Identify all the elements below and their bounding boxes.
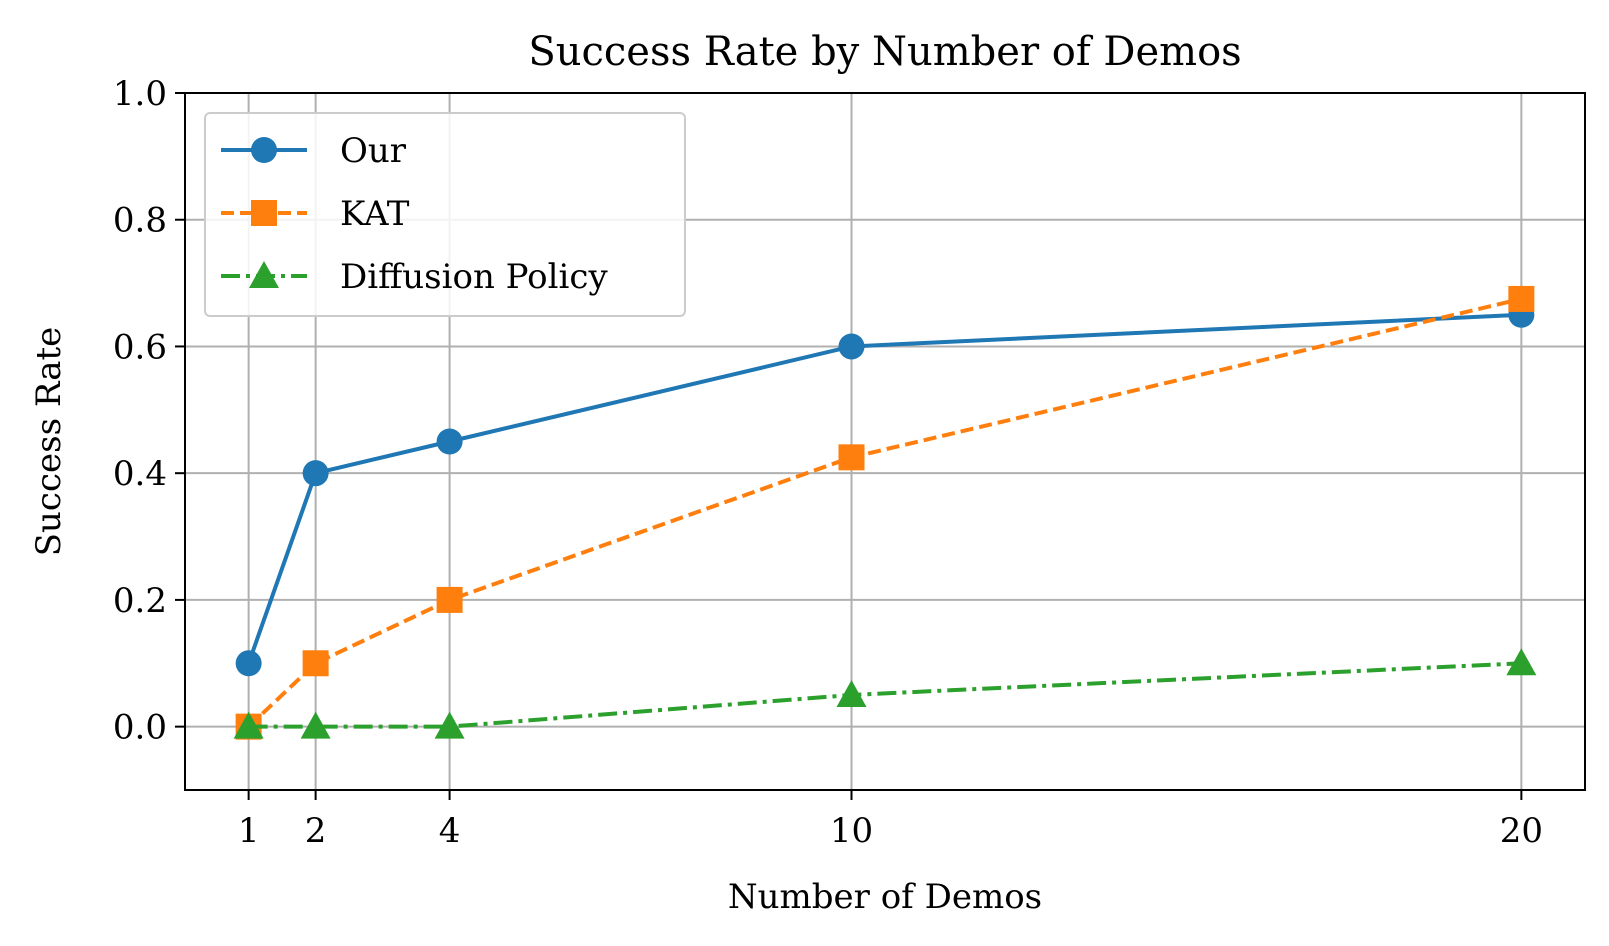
data-point	[436, 586, 463, 613]
x-tick-label: 20	[1500, 811, 1543, 851]
data-point	[302, 460, 329, 487]
data-point	[838, 444, 865, 471]
legend-label: Our	[340, 131, 407, 171]
x-tick-label: 2	[305, 811, 327, 851]
chart-title: Success Rate by Number of Demos	[528, 29, 1241, 75]
legend-label: KAT	[340, 194, 410, 234]
series-our	[235, 301, 1535, 677]
y-tick-label: 0.6	[113, 327, 167, 367]
x-axis-label: Number of Demos	[728, 877, 1042, 917]
series-diffusion-policy	[233, 648, 1537, 739]
y-tick-label: 0.4	[113, 454, 167, 494]
x-tick-label: 1	[238, 811, 260, 851]
series-kat	[235, 285, 1535, 740]
data-point	[436, 428, 463, 455]
series-layer	[233, 285, 1537, 740]
data-point	[1506, 648, 1537, 676]
data-point	[300, 711, 331, 739]
x-tick-label: 10	[830, 811, 873, 851]
legend: Our KAT Diffusion Policy	[204, 112, 686, 317]
data-point	[235, 650, 262, 677]
data-point	[434, 711, 465, 739]
y-tick-label: 1.0	[113, 74, 167, 114]
data-point	[233, 711, 264, 739]
plot-frame	[184, 92, 1586, 791]
y-tick-label: 0.2	[113, 581, 167, 621]
data-point	[302, 650, 329, 677]
y-tick-label: 0.0	[113, 708, 167, 748]
legend-box	[204, 112, 686, 317]
legend-label: Diffusion Policy	[340, 257, 608, 297]
axis-ticks: 1 2 4 10 20 0.0 0.2 0.4 0.6 0.8 1.0	[113, 74, 1543, 851]
x-tick-label: 4	[439, 811, 461, 851]
legend-marker	[249, 261, 279, 288]
data-point	[1508, 285, 1535, 312]
y-axis-label: Success Rate	[29, 327, 69, 557]
legend-marker	[251, 137, 277, 163]
legend-marker	[251, 200, 277, 226]
data-point	[838, 333, 865, 360]
y-tick-label: 0.8	[113, 201, 167, 241]
data-point	[836, 679, 867, 707]
